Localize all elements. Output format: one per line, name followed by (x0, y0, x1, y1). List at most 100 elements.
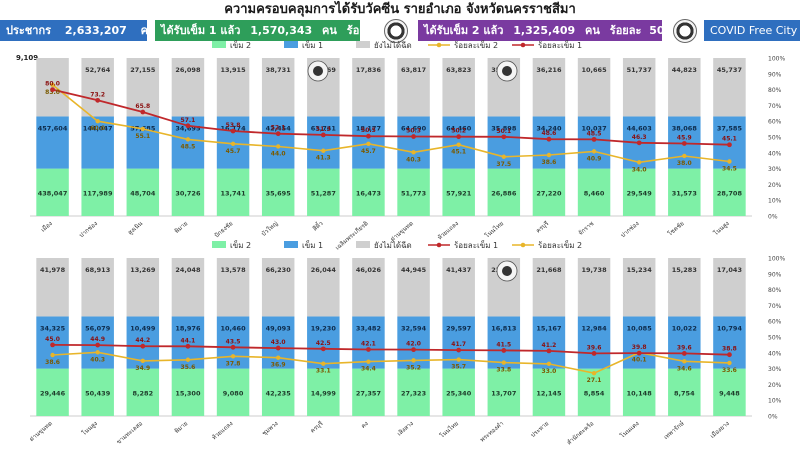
legend-label-4: ร้อยละเข็ม 2 (538, 240, 582, 250)
label-pct-dose1: 39.8 (632, 344, 647, 351)
bar-dose1 (81, 316, 114, 369)
label-dose1: 35,898 (491, 124, 517, 132)
bar-unvaccinated (532, 58, 566, 117)
bar-dose1 (487, 116, 521, 169)
label-dose2: 26,886 (491, 189, 517, 197)
bar-unvaccinated (397, 58, 430, 117)
label-dose2: 438,047 (38, 189, 68, 197)
seal-inner (502, 266, 512, 276)
x-tick-label: ด่านขุนทด (28, 420, 54, 443)
bar-dose1 (81, 116, 114, 169)
legend-label-0: เข็ม 2 (230, 240, 251, 250)
x-tick-label: ปากช่อง (78, 220, 99, 239)
bar-dose2 (171, 168, 205, 216)
bar-unvaccinated (171, 58, 205, 117)
bar-dose1 (307, 316, 340, 369)
label-dose2: 15,300 (175, 389, 201, 397)
bar-dose2 (126, 368, 160, 416)
x-tick-label: โชคชัย (666, 219, 686, 237)
label-pct-dose2: 33.8 (496, 367, 511, 374)
legend-swatch-0 (212, 41, 226, 48)
label-pct-dose1: 45.9 (677, 134, 692, 141)
label-pct-dose2: 41.3 (316, 155, 331, 162)
label-pct-dose1: 50.2 (451, 128, 466, 135)
legend-swatch-0 (212, 241, 226, 248)
bar-dose1 (36, 116, 69, 169)
label-dose2: 9,448 (719, 389, 740, 397)
line-pct-dose2 (52, 351, 730, 375)
label-pct-dose1: 41.5 (496, 341, 511, 348)
y-right-tick: 30% (768, 366, 782, 373)
bar-unvaccinated (81, 58, 114, 117)
label-pct-dose2: 34.6 (677, 365, 692, 372)
label-pct-dose2: 45.7 (361, 148, 376, 155)
label-dose1: 18,177 (356, 124, 381, 132)
x-tick-label: สำนักตะคร้อ (566, 420, 596, 447)
point-pct-dose1 (95, 342, 101, 348)
y-right-tick: 40% (768, 350, 782, 357)
bar-unvaccinated (577, 58, 611, 117)
bar-dose2 (171, 368, 205, 416)
point-pct-dose1 (320, 132, 326, 138)
bar-unvaccinated (577, 258, 611, 317)
label-dose2: 10,148 (627, 389, 653, 397)
bar-unvaccinated (36, 258, 69, 317)
label-dose1: 12,984 (582, 324, 608, 332)
label-dose2: 13,707 (491, 389, 516, 397)
label-unvaccinated: 63,817 (401, 66, 426, 74)
seal-icon-1 (496, 60, 518, 82)
label-unvaccinated: 41,437 (446, 266, 471, 274)
bar-unvaccinated (532, 258, 566, 317)
x-tick-label: เทพารักษ์ (662, 419, 686, 441)
label-dose2: 31,573 (672, 189, 697, 197)
x-tick-label: โนนสูง (80, 419, 99, 437)
label-dose1: 15,167 (536, 324, 561, 332)
bar-dose2 (487, 368, 521, 416)
label-pct-dose2: 35.7 (451, 364, 466, 371)
point-pct-dose2 (501, 154, 507, 159)
point-pct-dose1 (366, 133, 371, 139)
point-pct-dose2 (411, 358, 416, 363)
label-pct-dose1: 44.9 (90, 336, 105, 343)
label-dose1: 457,604 (38, 124, 68, 132)
label-dose1: 10,794 (717, 324, 743, 332)
label-pct-dose1: 51.3 (316, 126, 331, 133)
bar-unvaccinated (261, 258, 295, 317)
legend-marker-3 (436, 42, 442, 48)
label-dose2: 57,921 (446, 189, 472, 197)
x-tick-label: สีคิ้ว (309, 218, 324, 233)
label-dose2: 30,726 (175, 189, 201, 197)
bar-unvaccinated (713, 258, 746, 317)
y-right-tick: 70% (768, 303, 782, 310)
label-pct-dose2: 34.4 (361, 366, 376, 373)
point-pct-dose1 (591, 351, 597, 356)
bar-dose2 (81, 168, 114, 216)
point-pct-dose2 (95, 350, 100, 355)
label-pct-dose1: 44.2 (135, 337, 150, 344)
label-dose2: 12,145 (536, 389, 562, 397)
point-pct-dose2 (321, 361, 326, 366)
point-pct-dose1 (727, 352, 732, 358)
label-dose1: 34,325 (40, 324, 66, 332)
point-pct-dose2 (546, 152, 552, 158)
label-dose2: 48,704 (130, 189, 156, 197)
y-right-tick: 60% (768, 319, 782, 326)
legend-swatch-1 (284, 241, 298, 248)
point-pct-dose2 (682, 153, 687, 159)
label-dose2: 50,439 (85, 389, 111, 397)
label-unvaccinated: 27,155 (130, 66, 156, 74)
y-axis-top-label: 9,109 (16, 54, 38, 62)
label-dose1: 32,594 (401, 324, 427, 332)
label-dose1: 33,482 (356, 324, 381, 332)
label-pct-dose2: 45.7 (226, 148, 241, 155)
label-pct-dose2: 38.6 (542, 159, 557, 166)
label-unvaccinated: 66,230 (266, 266, 292, 274)
legend-label-4: ร้อยละเข็ม 1 (538, 40, 582, 50)
label-unvaccinated: 19,738 (582, 266, 608, 274)
bar-dose2 (532, 368, 566, 416)
label-dose1: 63,741 (311, 124, 337, 132)
bar-dose2 (307, 368, 340, 416)
point-pct-dose2 (366, 141, 371, 146)
point-pct-dose1 (456, 347, 462, 353)
bar-dose2 (577, 368, 611, 416)
